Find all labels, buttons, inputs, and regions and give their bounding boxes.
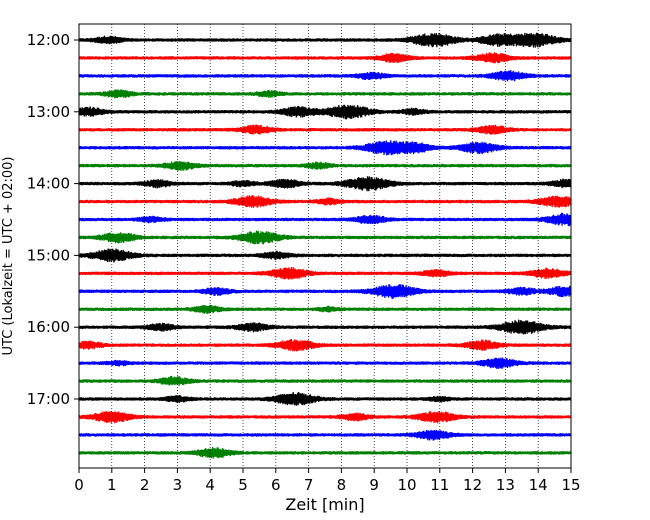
x-tick-label: 6	[271, 476, 281, 494]
trace-line	[78, 410, 572, 424]
y-tick-label: 17:00	[27, 390, 70, 408]
trace-line	[78, 32, 572, 48]
trace-line	[78, 104, 572, 120]
x-tick-label: 8	[337, 476, 347, 494]
x-tick-label: 9	[369, 476, 379, 494]
trace-line	[78, 267, 572, 280]
y-tick-label: 14:00	[27, 175, 70, 193]
trace-line	[78, 230, 572, 245]
trace-line	[78, 160, 572, 171]
trace-line	[78, 70, 572, 82]
trace-line	[78, 339, 572, 352]
x-tick-label: 14	[529, 476, 548, 494]
trace-line	[78, 429, 572, 441]
y-axis-title: UTC (Lokalzeit = UTC + 02:00)	[1, 157, 16, 356]
y-tick-label: 12:00	[27, 31, 70, 49]
trace-line	[78, 446, 572, 459]
trace-line	[78, 304, 572, 314]
trace-layer	[78, 32, 572, 459]
y-tick-label: 15:00	[27, 246, 70, 264]
x-tick-label: 4	[205, 476, 215, 494]
trace-line	[78, 357, 572, 369]
x-axis: 0 1 2 3 4 5 6 7 8 9 10 11 12 13 14 15	[74, 468, 581, 494]
trace-line	[78, 52, 572, 64]
y-tick-label: 16:00	[27, 318, 70, 336]
grid-layer	[111, 24, 539, 468]
trace-line	[78, 140, 572, 156]
trace-line	[78, 176, 572, 192]
x-axis-title: Zeit [min]	[285, 495, 364, 514]
trace-line	[78, 124, 572, 135]
x-tick-label: 12	[463, 476, 482, 494]
trace-line	[78, 248, 572, 263]
x-tick-label: 0	[74, 476, 84, 494]
x-tick-label: 13	[496, 476, 515, 494]
x-tick-label: 5	[238, 476, 248, 494]
x-tick-label: 15	[561, 476, 580, 494]
trace-line	[78, 375, 572, 386]
trace-line	[78, 319, 572, 335]
plot-frame	[78, 23, 572, 469]
x-tick-label: 2	[140, 476, 150, 494]
trace-line	[78, 195, 572, 208]
trace-line	[78, 212, 572, 227]
x-tick-label: 11	[430, 476, 449, 494]
x-tick-label: 7	[304, 476, 314, 494]
x-tick-label: 3	[173, 476, 183, 494]
y-axis: 12:00 13:00 14:00 15:00 16:00 17:00	[27, 31, 79, 408]
trace-line	[78, 89, 572, 99]
x-tick-label: 10	[397, 476, 416, 494]
trace-line	[78, 392, 572, 406]
trace-line	[78, 284, 572, 299]
y-tick-label: 13:00	[27, 103, 70, 121]
x-tick-label: 1	[107, 476, 117, 494]
